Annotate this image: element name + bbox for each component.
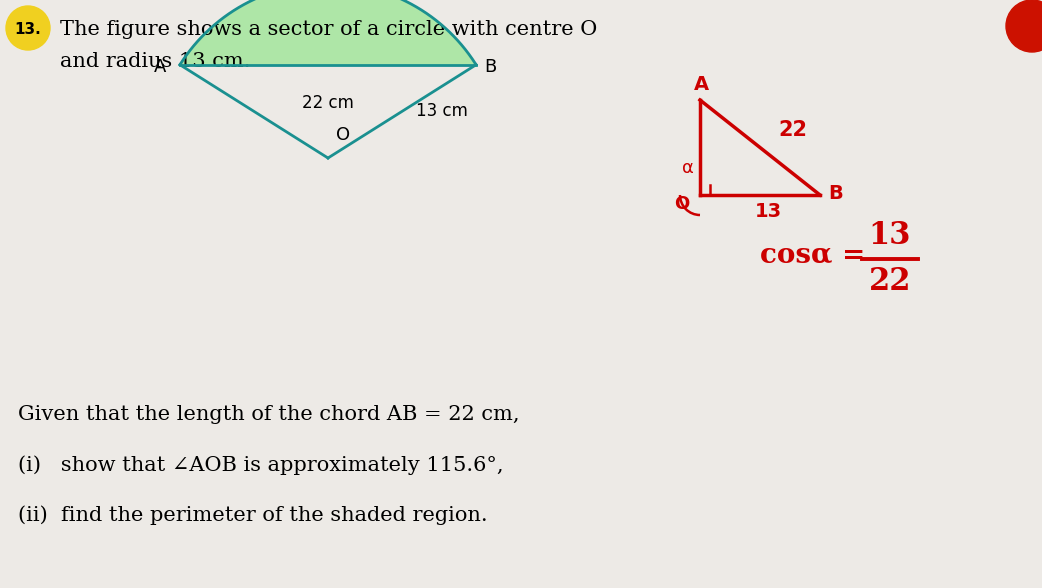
Text: B: B <box>828 184 843 203</box>
Text: cosα =: cosα = <box>760 242 865 269</box>
Circle shape <box>6 6 50 50</box>
Text: α: α <box>683 159 694 177</box>
Text: and radius 13 cm.: and radius 13 cm. <box>60 52 250 71</box>
Text: O: O <box>674 195 689 213</box>
Text: B: B <box>485 58 496 76</box>
Text: (ii)  find the perimeter of the shaded region.: (ii) find the perimeter of the shaded re… <box>18 505 488 524</box>
Text: 22 cm: 22 cm <box>302 93 354 112</box>
Circle shape <box>1006 0 1042 52</box>
Text: 22: 22 <box>778 119 807 139</box>
Text: 13: 13 <box>755 202 783 221</box>
Text: 13: 13 <box>869 219 912 250</box>
Text: 13.: 13. <box>15 22 42 36</box>
Text: A: A <box>694 75 710 94</box>
Text: Given that the length of the chord AB = 22 cm,: Given that the length of the chord AB = … <box>18 405 520 424</box>
Text: (i)   show that ∠AOB is approximately 115.6°,: (i) show that ∠AOB is approximately 115.… <box>18 455 503 475</box>
Polygon shape <box>180 0 476 65</box>
Text: The figure shows a sector of a circle with centre O: The figure shows a sector of a circle wi… <box>60 20 597 39</box>
Text: A: A <box>153 58 166 76</box>
Text: 22: 22 <box>869 266 912 296</box>
Text: O: O <box>336 126 350 144</box>
Text: 13 cm: 13 cm <box>416 102 468 121</box>
